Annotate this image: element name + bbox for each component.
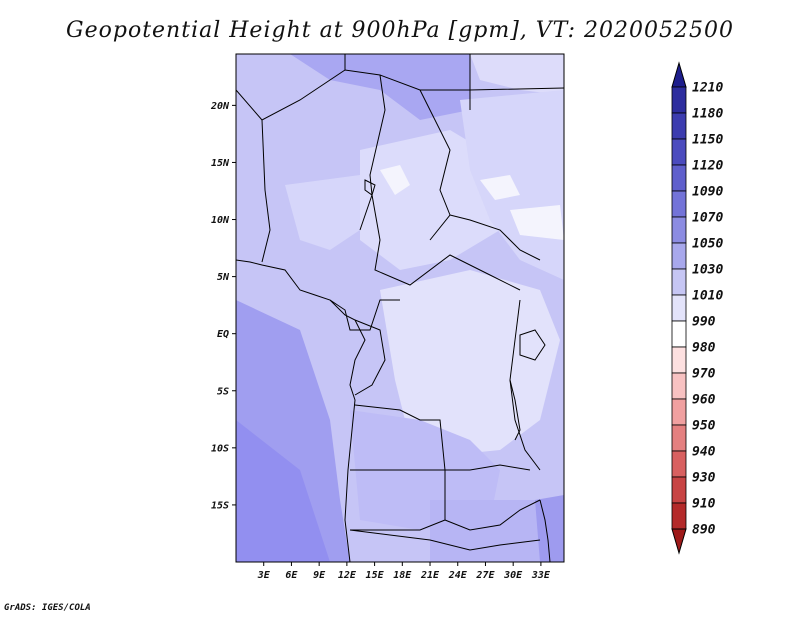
- lon-tick-label: 33E: [531, 570, 551, 581]
- lon-tick-label: 18E: [393, 570, 412, 581]
- border-drc-east: [509, 299, 541, 471]
- colorbar-label: 970: [692, 367, 716, 382]
- colorbar-top-arrow: [671, 61, 687, 88]
- lake-chad: [364, 179, 376, 196]
- colorbar-segment: [671, 502, 687, 530]
- lon-tick-label: 3E: [257, 570, 271, 581]
- colorbar-segment: [671, 476, 687, 504]
- colorbar-label: 1030: [692, 263, 723, 278]
- lat-axis: 20N 15N 10N 5N EQ 5S 10S 15S: [210, 101, 236, 511]
- colorbar-label: 1090: [692, 185, 723, 200]
- colorbar-segment: [671, 190, 687, 218]
- border-chad-niger: [359, 74, 386, 231]
- grads-credit: GrADS: IGES/COLA: [4, 603, 91, 613]
- border-car: [371, 194, 521, 291]
- border-namibia: [349, 529, 541, 551]
- field-central-north: [360, 130, 500, 270]
- colorbar-label: 1150: [692, 133, 723, 148]
- colorbar-segment: [671, 138, 687, 166]
- colorbar-label: 890: [692, 523, 716, 538]
- border-congo-2: [354, 319, 386, 396]
- map-borders: [236, 54, 564, 562]
- colorbar-label: 1120: [692, 159, 723, 174]
- colorbar: 1210 1180 1150 1120 1090 1070 1050 1030 1010 990 9…: [671, 61, 723, 555]
- lon-tick-label: 30E: [503, 570, 523, 581]
- colorbar-label: 1010: [692, 289, 723, 304]
- lat-tick-label: 15S: [211, 500, 229, 511]
- field-southern-africa: [430, 500, 564, 562]
- border-drc-south: [354, 404, 531, 471]
- border-sudan-south: [449, 214, 541, 261]
- lat-tick-label: 5S: [217, 386, 229, 397]
- lat-tick-label: 20N: [210, 101, 230, 112]
- lon-axis: 3E 6E 9E 12E 15E 18E 21E 24E 27E 30E 33E: [257, 562, 551, 581]
- border-east-coast: [539, 499, 551, 562]
- colorbar-segment: [671, 346, 687, 374]
- field-southeast: [535, 495, 564, 562]
- border-zambia: [444, 499, 541, 531]
- map-frame: [235, 53, 565, 563]
- border-chad-sudan: [419, 89, 451, 241]
- border-north-3: [469, 54, 564, 91]
- border-north-1: [236, 69, 471, 121]
- lon-tick-label: 12E: [338, 570, 357, 581]
- lon-tick-label: 9E: [313, 570, 326, 581]
- field-ocean-southwest-2: [236, 420, 330, 562]
- field-nigeria-chad: [285, 175, 380, 250]
- colorbar-segment: [671, 268, 687, 296]
- colorbar-label: 990: [692, 315, 716, 330]
- lat-tick-label: 10N: [211, 215, 230, 226]
- colorbar-label: 910: [692, 497, 716, 512]
- colorbar-label: 940: [692, 445, 716, 460]
- lake-tanganyika: [509, 379, 521, 441]
- field-low-pocket-2: [480, 175, 520, 200]
- lat-tick-label: EQ: [217, 329, 229, 340]
- lat-tick-label: 15N: [211, 158, 230, 169]
- colorbar-label: 1070: [692, 211, 723, 226]
- field-congo-basin: [380, 270, 560, 455]
- lon-tick-label: 21E: [420, 570, 440, 581]
- map-field: [236, 54, 564, 562]
- colorbar-segment: [671, 112, 687, 140]
- colorbar-segment: [671, 372, 687, 400]
- lon-tick-label: 24E: [448, 570, 468, 581]
- lat-tick-label: 10S: [211, 443, 229, 454]
- colorbar-label: 980: [692, 341, 716, 356]
- lon-tick-label: 6E: [285, 570, 298, 581]
- colorbar-label: 930: [692, 471, 716, 486]
- colorbar-segment: [671, 398, 687, 426]
- colorbar-label: 950: [692, 419, 716, 434]
- field-north-sahara: [290, 54, 470, 120]
- lon-tick-label: 27E: [475, 570, 495, 581]
- colorbar-label: 1210: [692, 81, 723, 96]
- colorbar-segment: [671, 86, 687, 114]
- colorbar-segment: [671, 424, 687, 452]
- colorbar-segment: [671, 320, 687, 348]
- border-west-sahel: [261, 119, 271, 263]
- lat-tick-label: 5N: [217, 272, 230, 283]
- colorbar-segment: [671, 294, 687, 322]
- colorbar-label: 960: [692, 393, 716, 408]
- colorbar-segment: [671, 164, 687, 192]
- lon-tick-label: 15E: [366, 570, 385, 581]
- field-low-pocket-3: [510, 205, 564, 240]
- colorbar-label: 1050: [692, 237, 723, 252]
- colorbar-label: 1180: [692, 107, 723, 122]
- chart-title: Geopotential Height at 900hPa [gpm], VT:…: [66, 18, 734, 43]
- lake-victoria: [519, 329, 546, 361]
- border-congo-1: [329, 299, 400, 331]
- colorbar-segment: [671, 216, 687, 244]
- colorbar-segment: [671, 450, 687, 478]
- field-north-east: [470, 54, 564, 95]
- colorbar-segment: [671, 242, 687, 270]
- field-low-pocket-1: [380, 165, 410, 195]
- colorbar-bottom-arrow: [671, 528, 687, 555]
